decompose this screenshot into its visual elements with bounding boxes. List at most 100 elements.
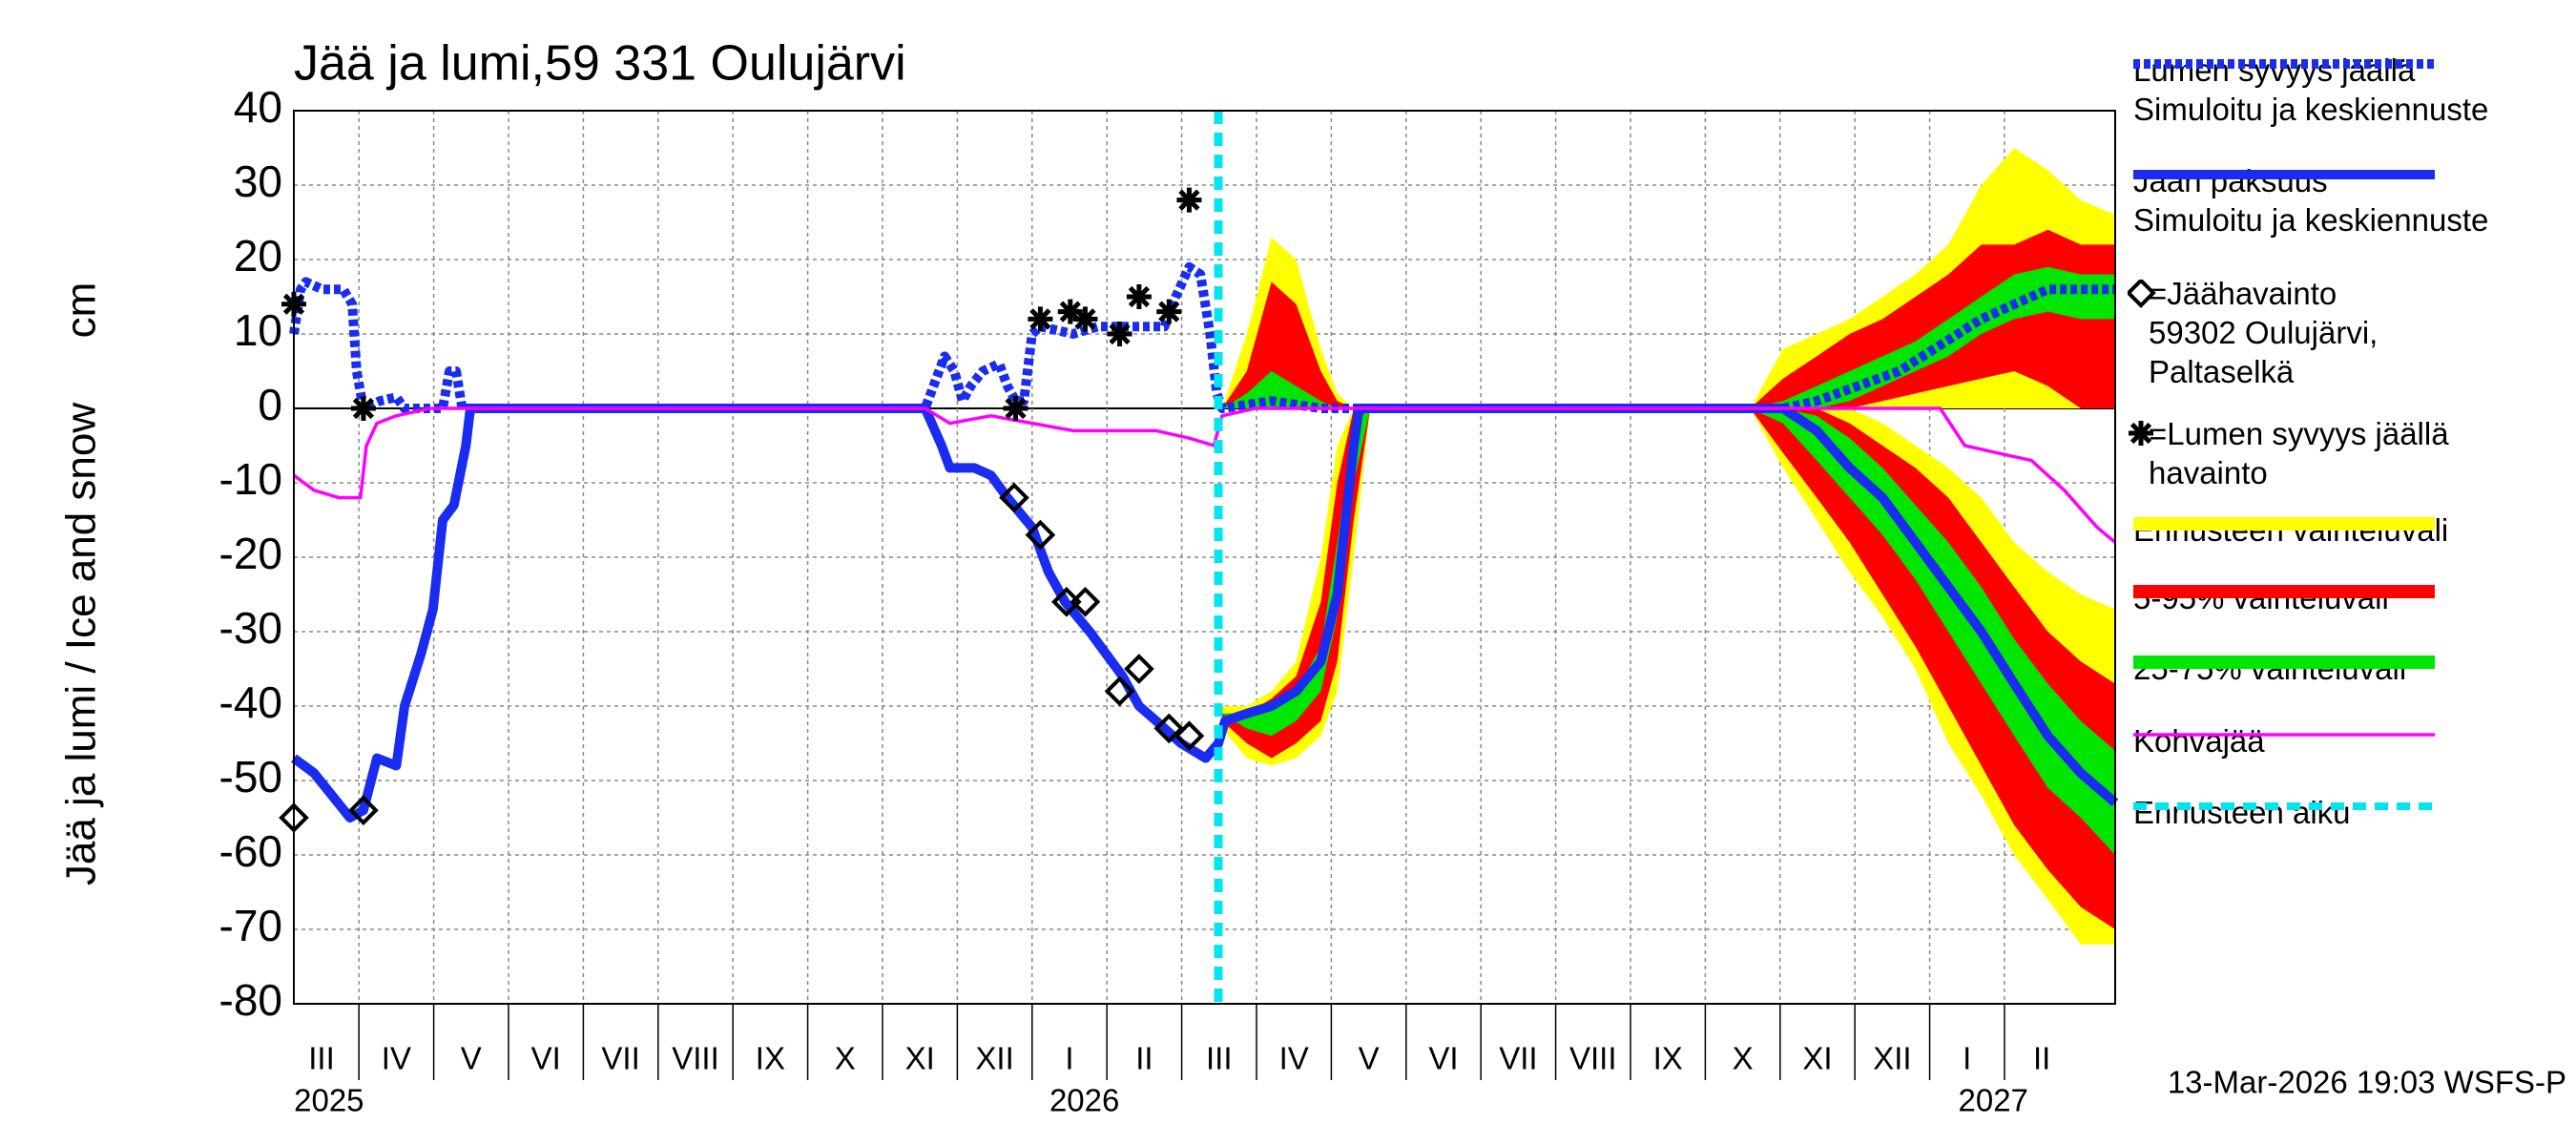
marker-stroke: [1059, 301, 1081, 323]
y-axis-label: Jää ja lumi / Ice and snow: [58, 403, 105, 885]
legend-icon: [2128, 280, 2156, 308]
marker-stroke: [352, 397, 375, 420]
footer: 13-Mar-2026 19:03 WSFS-P: [2168, 1065, 2566, 1100]
observation-marker: [2129, 421, 2153, 446]
legend-entry: 25-75% vaihteluväli: [2133, 649, 2534, 688]
observation-marker: [999, 482, 1029, 513]
observation-marker: [1070, 586, 1101, 617]
observation-marker: [1124, 654, 1154, 684]
band-area: [1221, 408, 1371, 759]
x-tick-label: VI: [1428, 1041, 1458, 1076]
observation-marker: [1003, 396, 1028, 421]
marker-stroke: [1178, 189, 1200, 211]
legend-swatch: [2133, 59, 2435, 69]
legend-label: Kohvajää: [2133, 723, 2265, 759]
legend-swatch: [2133, 585, 2435, 598]
x-tick-label: IV: [382, 1041, 411, 1076]
y-tick-label: -60: [219, 826, 282, 876]
x-tick-label: I: [1065, 1041, 1073, 1076]
observation-marker: [1028, 306, 1053, 332]
x-tick-label: VII: [1499, 1041, 1537, 1076]
y-tick-label: -10: [219, 454, 282, 504]
y-tick-label: -50: [219, 752, 282, 802]
legend-label: =Jäähavainto 59302 Oulujärvi, Paltaselkä: [2149, 276, 2379, 389]
observation-marker: [1153, 713, 1185, 744]
x-tick-label: I: [1963, 1041, 1971, 1076]
y-tick-label: -40: [219, 677, 282, 727]
y-tick-label: 30: [234, 156, 282, 206]
legend-entry: Jään paksuus Simuloitu ja keskiennuste: [2133, 161, 2534, 239]
x-tick-label: VIII: [1569, 1041, 1617, 1076]
legend-swatch-fill: [2133, 517, 2435, 531]
x-tick-label: II: [2033, 1041, 2050, 1076]
year-label: 2025: [294, 1083, 364, 1118]
band-area: [1750, 408, 2115, 929]
y-tick-label: 0: [258, 380, 282, 429]
x-tick-label: VI: [531, 1041, 561, 1076]
y-axis-unit: cm: [58, 282, 105, 339]
y-tick-label: -80: [219, 975, 282, 1025]
observation-marker: [1025, 519, 1056, 551]
y-tick-label: -70: [219, 901, 282, 950]
band-area: [1750, 408, 2115, 855]
legend-label: =Lumen syvyys jäällä havainto: [2149, 416, 2449, 490]
x-tick-label: VII: [601, 1041, 639, 1076]
marker-stroke: [1029, 308, 1051, 330]
observation-marker: [350, 396, 376, 421]
legend-swatch-fill: [2133, 656, 2435, 669]
y-tick-label: -30: [219, 603, 282, 653]
legend-swatch: [2133, 170, 2435, 179]
legend-swatch: [2133, 802, 2435, 810]
legend-label: Ennusteen alku: [2133, 795, 2351, 830]
legend-swatch: [2133, 733, 2435, 737]
observation-marker: [1107, 322, 1132, 346]
legend-entry: Kohvajää: [2133, 721, 2534, 760]
marker-stroke: [2129, 422, 2152, 445]
x-tick-label: III: [1206, 1041, 1233, 1076]
legend-icon: [2129, 421, 2153, 446]
observation-marker: [1176, 187, 1202, 213]
legend-entry: Ennusteen vaihteluväli: [2133, 510, 2534, 550]
legend-entry: Lumen syvyys jäällä Simuloitu ja keskien…: [2133, 51, 2534, 129]
observation-marker: [2128, 280, 2156, 308]
observation-marker: [1072, 306, 1098, 332]
marker-stroke: [1074, 308, 1096, 330]
band-area: [1221, 281, 1371, 408]
chart-title: Jää ja lumi,59 331 Oulujärvi: [294, 36, 906, 92]
x-tick-label: III: [308, 1041, 335, 1076]
legend-label: Lumen syvyys jäällä Simuloitu ja keskien…: [2133, 52, 2489, 127]
x-tick-label: X: [835, 1041, 856, 1076]
legend-swatch-fill: [2133, 585, 2435, 598]
y-tick-label: 40: [234, 82, 282, 132]
marker-stroke: [1158, 301, 1180, 323]
observation-marker: [1156, 299, 1182, 324]
x-tick-label: XI: [1802, 1041, 1832, 1076]
x-tick-label: II: [1135, 1041, 1153, 1076]
observation-marker: [1174, 720, 1205, 752]
legend-swatch: [2133, 517, 2435, 531]
legend-entry: 5-95% vaihteluväli: [2133, 578, 2534, 617]
y-tick-label: -20: [219, 529, 282, 578]
year-label: 2026: [1049, 1083, 1119, 1118]
plot-frame: [293, 110, 2116, 1005]
x-tick-label: V: [461, 1041, 482, 1076]
marker-stroke: [1109, 323, 1131, 345]
x-tick-label: IX: [756, 1041, 785, 1076]
x-tick-label: XII: [1873, 1041, 1911, 1076]
x-tick-label: IX: [1653, 1041, 1683, 1076]
legend-entry: =Lumen syvyys jäällä havainto: [2129, 414, 2534, 492]
observation-marker: [1126, 284, 1152, 309]
series-line: [291, 404, 2119, 822]
legend-entry: Ennusteen alku: [2133, 793, 2534, 832]
observation-marker: [348, 795, 379, 826]
x-tick-label: V: [1359, 1041, 1380, 1076]
x-tick-label: XI: [905, 1041, 935, 1076]
legend-swatch: [2133, 656, 2435, 669]
y-tick-label: 10: [234, 305, 282, 355]
marker-stroke: [1005, 397, 1027, 420]
series-line: [292, 406, 2117, 544]
x-tick-label: IV: [1279, 1041, 1309, 1076]
x-tick-label: VIII: [672, 1041, 719, 1076]
